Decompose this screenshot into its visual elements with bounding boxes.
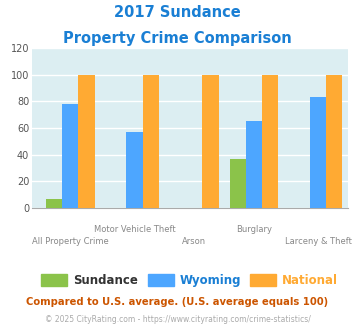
Bar [46, 199, 62, 208]
Text: Arson: Arson [182, 237, 206, 246]
Bar [310, 97, 326, 208]
Bar [62, 104, 78, 208]
Bar [202, 75, 219, 208]
Bar [262, 75, 278, 208]
Bar [230, 158, 246, 208]
Text: All Property Crime: All Property Crime [32, 237, 109, 246]
Bar [142, 75, 159, 208]
Bar [326, 75, 342, 208]
Legend: Sundance, Wyoming, National: Sundance, Wyoming, National [37, 269, 343, 292]
Bar [246, 121, 262, 208]
Text: Motor Vehicle Theft: Motor Vehicle Theft [94, 225, 175, 234]
Text: Larceny & Theft: Larceny & Theft [285, 237, 351, 246]
Bar [126, 132, 142, 208]
Text: 2017 Sundance: 2017 Sundance [114, 5, 241, 20]
Bar [78, 75, 95, 208]
Text: © 2025 CityRating.com - https://www.cityrating.com/crime-statistics/: © 2025 CityRating.com - https://www.city… [45, 315, 310, 324]
Text: Compared to U.S. average. (U.S. average equals 100): Compared to U.S. average. (U.S. average … [26, 297, 329, 307]
Text: Property Crime Comparison: Property Crime Comparison [63, 31, 292, 46]
Text: Burglary: Burglary [236, 225, 272, 234]
